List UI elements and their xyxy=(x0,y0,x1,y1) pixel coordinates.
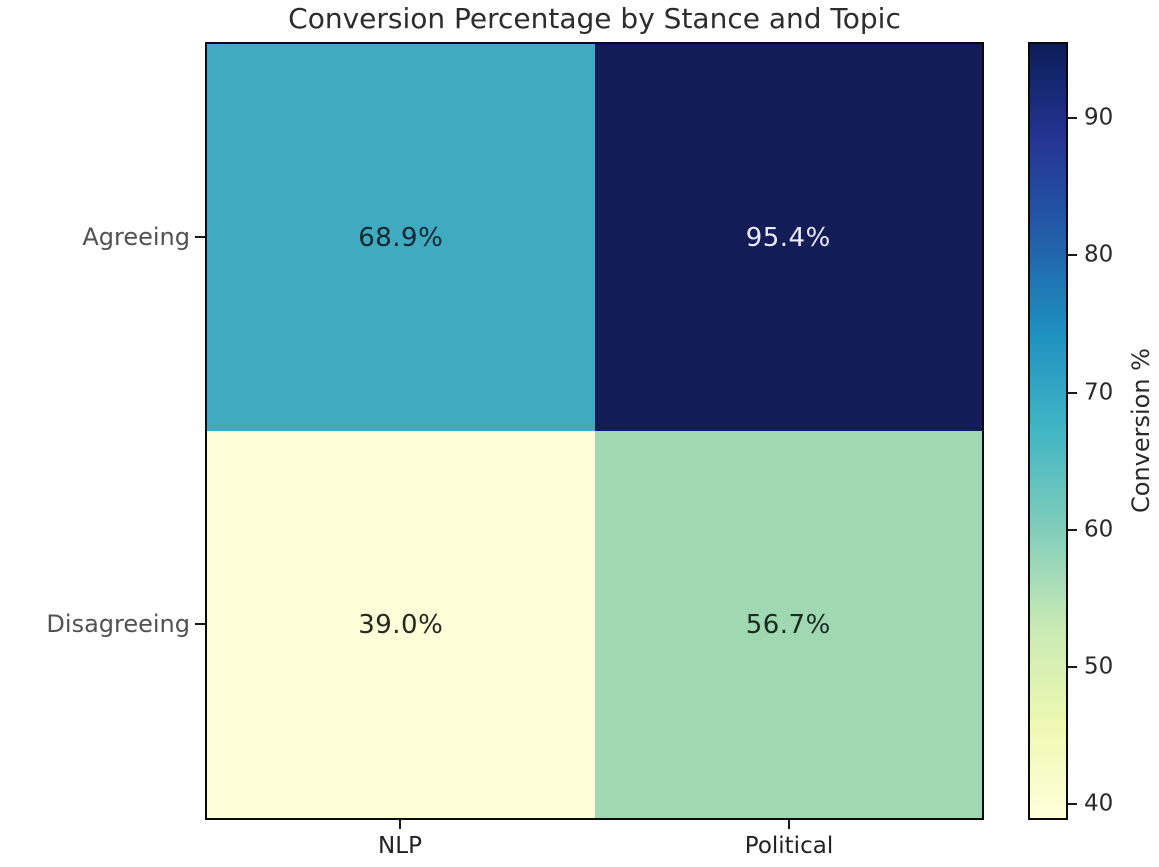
cell-value-label: 95.4% xyxy=(745,222,831,253)
heatmap-grid: 68.9% 95.4% 39.0% 56.7% xyxy=(205,42,984,820)
heatmap-cell-disagreeing-nlp: 39.0% xyxy=(207,431,595,818)
colorbar-tick-mark xyxy=(1068,803,1077,806)
colorbar-tick-label: 50 xyxy=(1084,653,1114,680)
colorbar xyxy=(1028,42,1068,820)
x-axis-label-nlp: NLP xyxy=(378,833,422,859)
cell-value-label: 68.9% xyxy=(358,222,444,253)
heatmap-cell-agreeing-political: 95.4% xyxy=(594,44,982,431)
y-tick-mark xyxy=(195,623,205,625)
y-tick-mark xyxy=(195,236,205,238)
colorbar-tick-mark xyxy=(1068,528,1077,531)
cell-value-label: 56.7% xyxy=(745,609,831,640)
colorbar-tick-label: 70 xyxy=(1084,379,1114,406)
heatmap-cell-agreeing-nlp: 68.9% xyxy=(207,44,595,431)
y-axis-label-disagreeing: Disagreeing xyxy=(46,610,190,638)
colorbar-tick-label: 40 xyxy=(1084,790,1114,817)
colorbar-tick-label: 60 xyxy=(1084,516,1114,543)
y-axis-label-agreeing: Agreeing xyxy=(82,223,190,251)
x-tick-mark xyxy=(399,820,401,829)
colorbar-tick-label: 80 xyxy=(1084,241,1114,268)
colorbar-tick-mark xyxy=(1068,254,1077,257)
colorbar-tick-mark xyxy=(1068,117,1077,120)
x-tick-mark xyxy=(788,820,790,829)
colorbar-ticks: 40 50 60 70 80 90 xyxy=(1068,44,1158,818)
colorbar-tick-label: 90 xyxy=(1084,104,1114,131)
x-axis-label-political: Political xyxy=(744,833,834,859)
chart-title: Conversion Percentage by Stance and Topi… xyxy=(288,2,901,35)
colorbar-tick-mark xyxy=(1068,666,1077,669)
colorbar-tick-mark xyxy=(1068,391,1077,394)
cell-value-label: 39.0% xyxy=(358,609,444,640)
heatmap-cell-disagreeing-political: 56.7% xyxy=(594,431,982,818)
colorbar-axis-label: Conversion % xyxy=(1127,348,1155,514)
